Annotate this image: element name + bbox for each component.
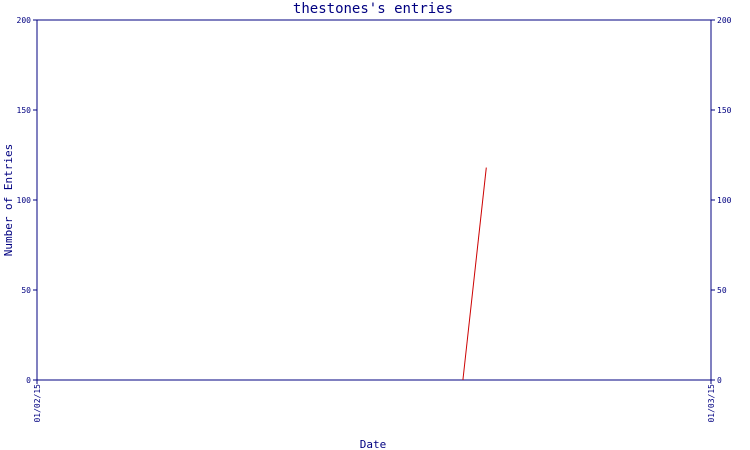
series-line (462, 167, 487, 381)
y-axis-left: 0 50 100 150 200 (17, 16, 37, 385)
y-axis-right: 0 50 100 150 200 (711, 16, 732, 385)
series-layer (462, 167, 487, 381)
y-tick-label-right: 100 (717, 196, 732, 205)
plot-frame (36, 19, 712, 381)
x-axis: 01/02/15 01/03/15 (33, 380, 716, 423)
x-axis-label: Date (360, 438, 387, 450)
x-tick-label: 01/03/15 (707, 384, 716, 423)
y-tick-label-right: 200 (717, 16, 732, 25)
y-tick-label-right: 150 (717, 106, 732, 115)
y-tick-label-right: 0 (717, 376, 722, 385)
y-tick-label-left: 50 (21, 286, 31, 295)
x-tick-label: 01/02/15 (33, 384, 42, 423)
y-tick-label-left: 150 (17, 106, 32, 115)
y-tick-label-left: 0 (26, 376, 31, 385)
chart-title: thestones's entries (293, 1, 453, 17)
y-tick-label-left: 200 (17, 16, 32, 25)
y-axis-label: Number of Entries (2, 144, 15, 257)
y-tick-label-left: 100 (17, 196, 32, 205)
y-tick-label-right: 50 (717, 286, 727, 295)
